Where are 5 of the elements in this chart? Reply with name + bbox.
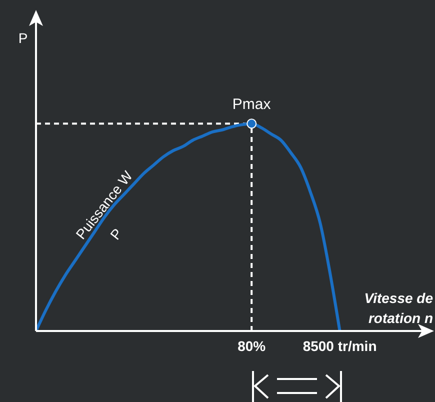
x-tick-label: 80% <box>238 338 266 354</box>
text: P <box>18 30 28 46</box>
x-tick-label: 8500 tr/min <box>302 338 377 354</box>
x-axis-title: Vitesse de rotation n <box>363 289 433 328</box>
annotation: Pmax <box>231 96 272 113</box>
